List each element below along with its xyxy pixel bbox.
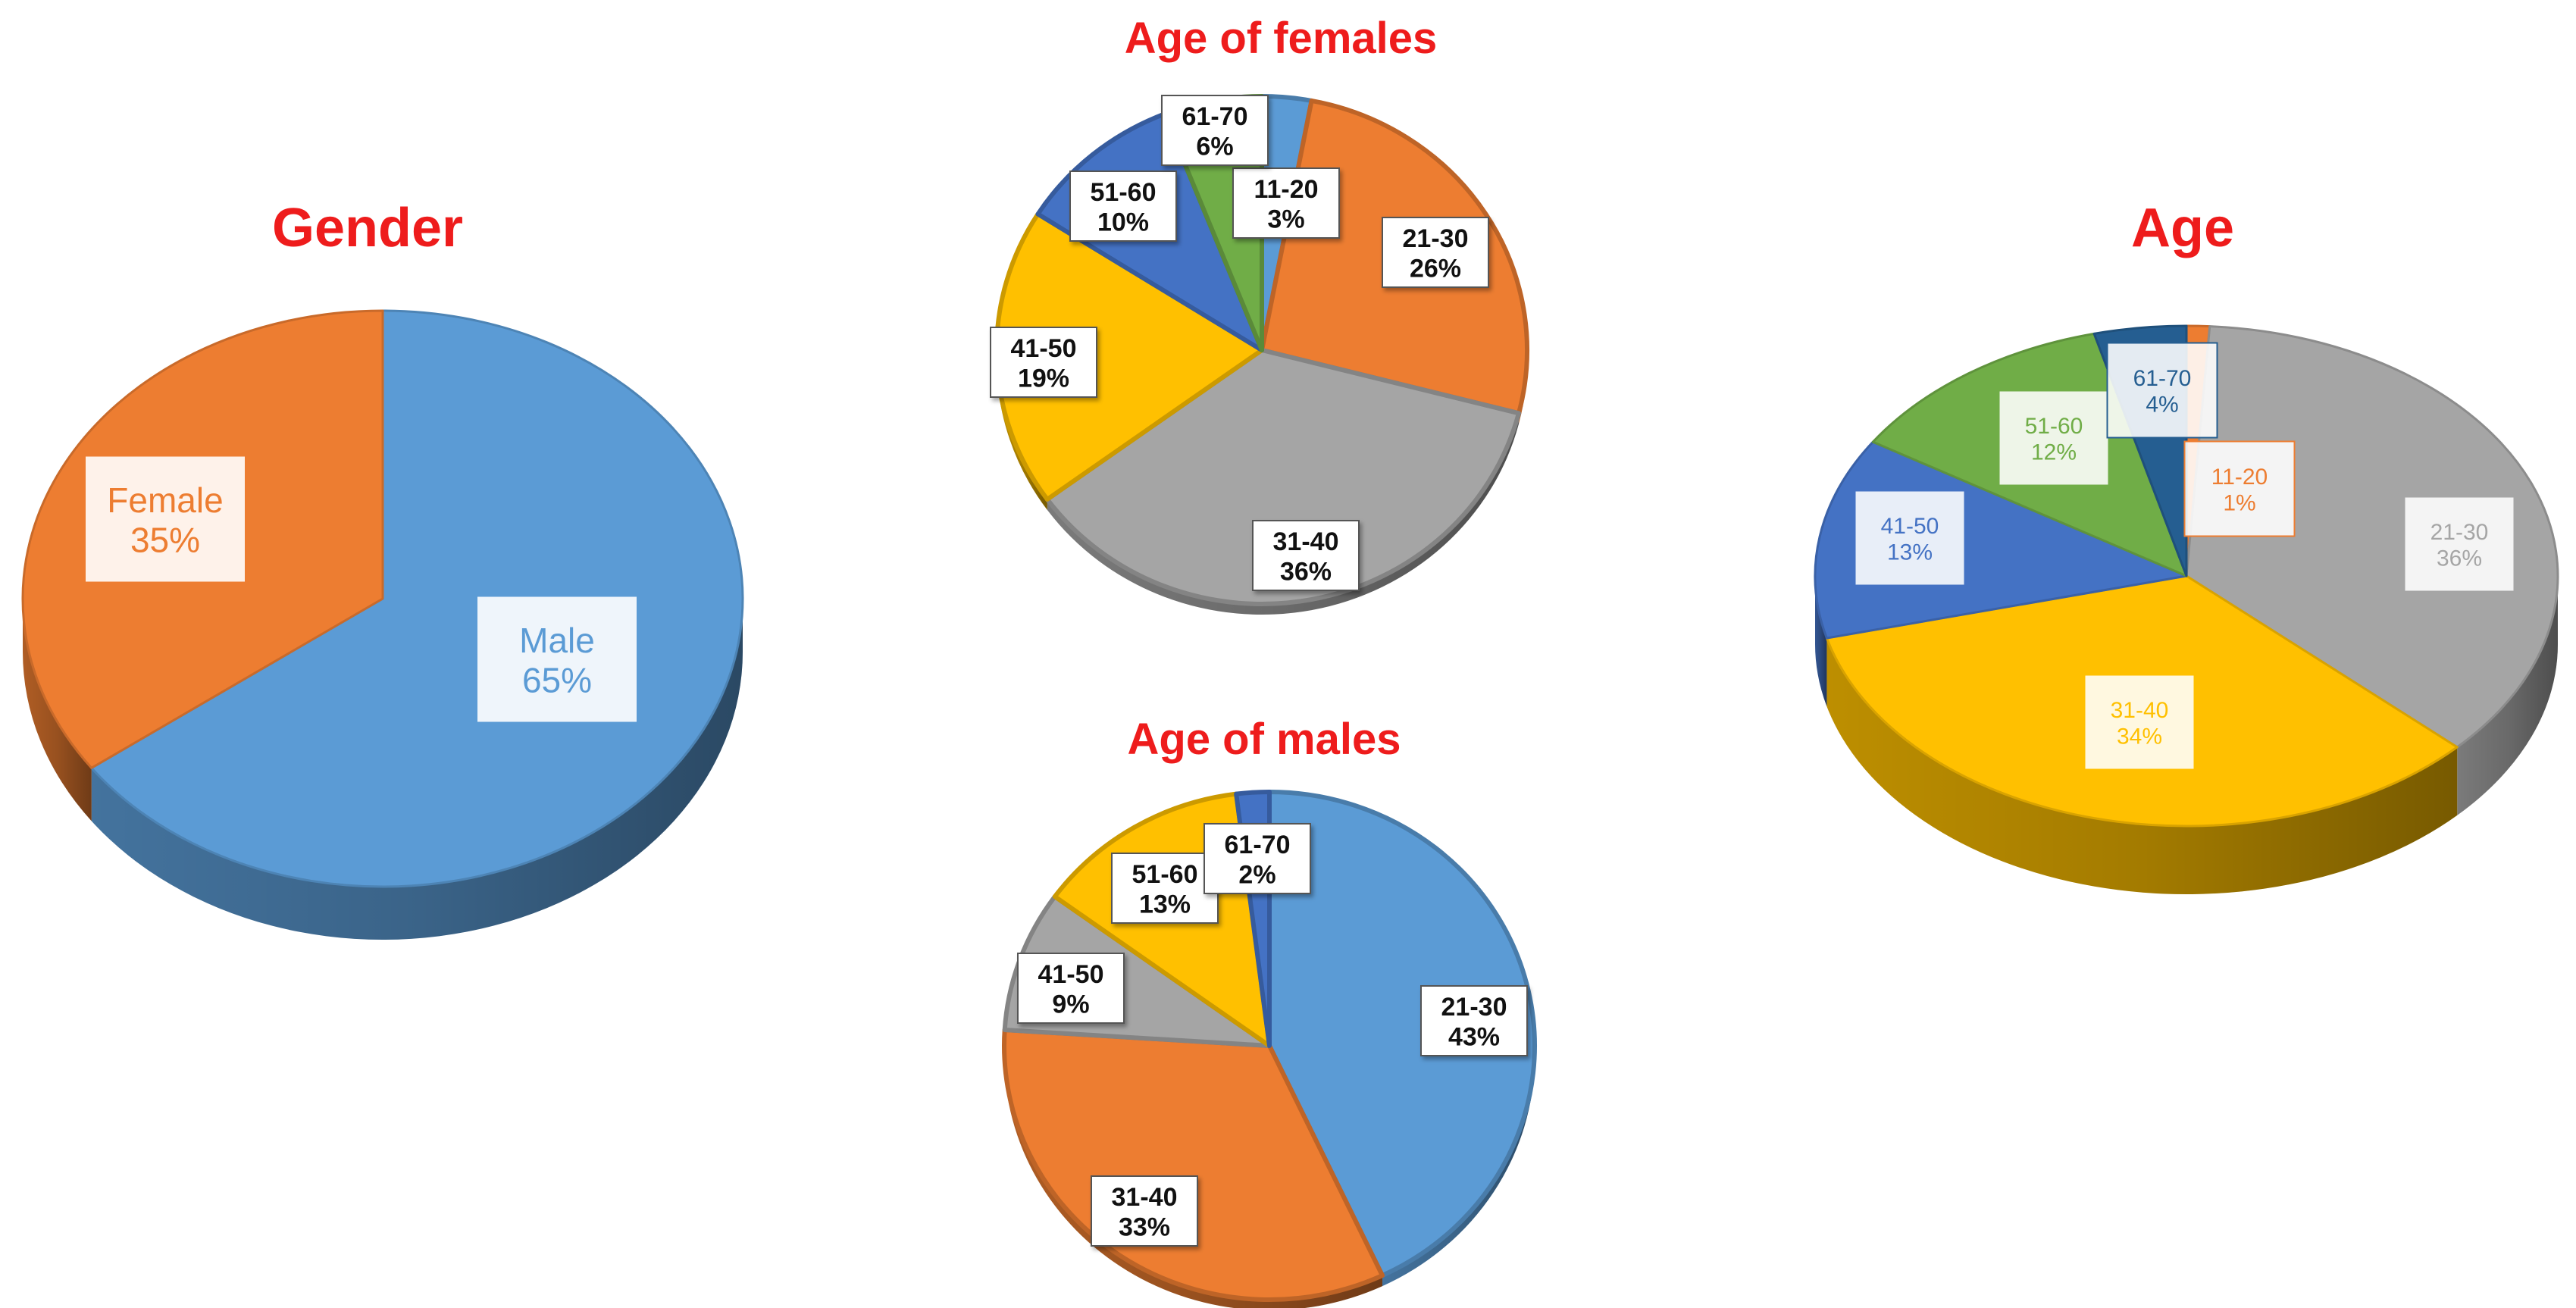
data-label-category: 41-50: [1038, 960, 1104, 989]
data-label-11-20: 11-201%: [2183, 440, 2296, 537]
data-label-value: 43%: [1448, 1022, 1500, 1051]
pie-chart-age: 11-201%21-3036%31-4034%41-5013%51-6012%6…: [1814, 324, 2559, 894]
chart-title-age-of-females: Age of females: [1125, 14, 1438, 63]
data-label-category: 61-70: [1225, 831, 1291, 859]
data-label-category: 31-40: [1112, 1183, 1178, 1212]
data-label-box: [1854, 490, 1966, 587]
data-label-value: 4%: [2146, 393, 2178, 418]
pie-slice-21-30: [2185, 325, 2559, 749]
pie-chart-age-of-females: 11-203%21-3026%31-4036%41-5019%51-6010%6…: [990, 94, 1529, 615]
data-label-value: 13%: [1887, 540, 1933, 565]
pie-side-wall: [1815, 576, 2558, 894]
data-label-box: [1017, 953, 1125, 1024]
data-label-value: 34%: [2117, 724, 2162, 749]
pie-side-shade: [23, 599, 92, 821]
data-label-value: 12%: [2031, 440, 2077, 465]
data-label-box: [2403, 496, 2515, 593]
data-label-value: 65%: [522, 661, 592, 700]
data-label-value: 33%: [1119, 1213, 1170, 1241]
data-label-box: [1091, 1175, 1198, 1247]
data-label-category: 41-50: [1881, 514, 1939, 539]
data-label-category: 61-70: [1182, 102, 1248, 131]
pie-side-shade: [1826, 638, 2458, 894]
data-label-value: 10%: [1097, 208, 1149, 236]
data-label-category: 11-20: [1254, 175, 1318, 204]
pie-slice-31-40: [1044, 348, 1521, 606]
pie-side-wall: [23, 599, 743, 940]
data-label-value: 6%: [1196, 132, 1233, 161]
data-label-box: [2083, 674, 2196, 771]
chart-title-age: Age: [2131, 198, 2234, 258]
data-label-value: 36%: [2437, 546, 2482, 571]
pie-slice-21-30: [1267, 790, 1537, 1278]
data-label-box: [1161, 95, 1269, 166]
data-label-value: 35%: [130, 521, 200, 560]
data-label-box: [477, 596, 637, 722]
chart-title-gender: Gender: [272, 198, 463, 258]
data-label-box: [1069, 171, 1177, 242]
data-label-category: 51-60: [1091, 178, 1157, 207]
pie-side-shade: [91, 599, 743, 940]
data-label-box: [990, 327, 1097, 398]
data-label-category: 31-40: [1273, 527, 1339, 556]
data-label-category: 11-20: [2211, 465, 2268, 490]
data-label-category: 41-50: [1011, 334, 1077, 363]
pie-slice-male: [90, 309, 744, 888]
data-label-box: [1203, 823, 1311, 894]
data-label-box: [1252, 520, 1360, 591]
data-label-box: [2106, 342, 2218, 439]
data-label-category: Male: [519, 621, 595, 660]
data-label-box: [1998, 390, 2110, 487]
data-label-category: Female: [107, 480, 223, 520]
data-label-category: 61-70: [2133, 366, 2192, 391]
data-label-value: 36%: [1280, 557, 1332, 586]
data-label-category: 51-60: [2025, 414, 2083, 439]
data-label-box: [1420, 985, 1528, 1056]
data-label-value: 1%: [2223, 491, 2255, 516]
data-label-61-70: 61-704%: [2106, 342, 2218, 439]
data-label-value: 2%: [1238, 860, 1275, 889]
data-label-value: 19%: [1018, 364, 1069, 393]
data-label-box: [86, 456, 245, 582]
data-label-61-70: 61-702%: [1203, 823, 1311, 894]
data-label-box: [2183, 440, 2296, 537]
data-label-box: [1382, 217, 1489, 288]
data-label-41-50: 41-509%: [1017, 953, 1125, 1024]
data-label-61-70: 61-706%: [1161, 95, 1269, 166]
data-label-category: 51-60: [1132, 860, 1198, 889]
data-label-category: 21-30: [2430, 520, 2489, 545]
data-label-category: 21-30: [1441, 993, 1507, 1022]
data-label-value: 26%: [1410, 254, 1461, 283]
data-label-category: 21-30: [1403, 224, 1469, 253]
data-label-category: 31-40: [2111, 698, 2169, 723]
data-label-11-20: 11-203%: [1232, 167, 1340, 239]
data-label-value: 3%: [1267, 205, 1304, 233]
chart-title-age-of-males: Age of males: [1128, 715, 1401, 764]
data-label-value: 9%: [1052, 990, 1089, 1019]
data-label-value: 13%: [1139, 890, 1191, 918]
data-label-box: [1232, 167, 1340, 239]
pie-side-shade: [2457, 576, 2558, 815]
